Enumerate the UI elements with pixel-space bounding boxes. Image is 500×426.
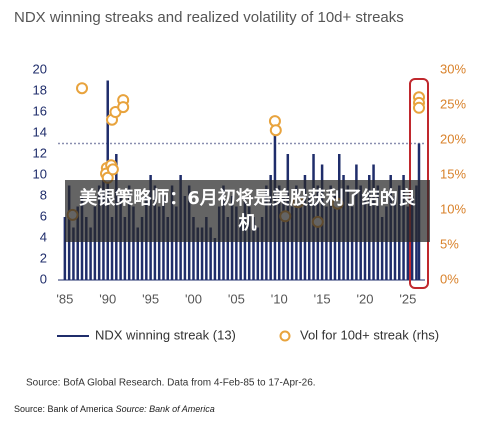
footer-source-italic: Source: Bank of America — [115, 404, 215, 414]
legend-label: NDX winning streak (13) — [95, 327, 236, 342]
y-tick-label: 14 — [33, 124, 47, 139]
x-tick-label: '05 — [228, 291, 245, 306]
y-tick-label: 4 — [40, 229, 47, 244]
y-tick-label: 12 — [33, 145, 47, 160]
legend-label: Vol for 10d+ streak (rhs) — [300, 327, 439, 342]
x-tick-label: '20 — [357, 291, 374, 306]
y-tick-label: 10 — [33, 166, 47, 181]
y-tick-label: 0 — [40, 271, 47, 286]
footer-source: Source: Bank of America — [14, 404, 114, 414]
source: Source: BofA Global Research. Data from … — [26, 378, 316, 389]
x-tick-label: '90 — [99, 291, 116, 306]
y2-tick-label: 10% — [440, 201, 466, 216]
overlay-band: 美银策略师：6月初将是美股获利了结的良机 — [65, 180, 430, 242]
y-tick-label: 6 — [40, 208, 47, 223]
legend-marker — [279, 330, 291, 342]
vol-point — [106, 163, 119, 176]
x-tick-label: '15 — [314, 291, 331, 306]
y-tick-label: 18 — [33, 82, 47, 97]
y-tick-label: 8 — [40, 187, 47, 202]
y2-tick-label: 15% — [440, 166, 466, 181]
y2-tick-label: 20% — [440, 131, 466, 146]
y2-tick-label: 25% — [440, 96, 466, 111]
y2-tick-label: 0% — [440, 271, 459, 286]
x-tick-label: '00 — [185, 291, 202, 306]
x-tick-label: '95 — [142, 291, 159, 306]
x-tick-label: '10 — [271, 291, 288, 306]
vol-point — [412, 101, 425, 114]
vol-point — [117, 101, 130, 114]
y-tick-label: 2 — [40, 250, 47, 265]
y2-tick-label: 5% — [440, 236, 459, 251]
footer: Source: Bank of America Source: Bank of … — [14, 404, 215, 414]
y-tick-label: 16 — [33, 103, 47, 118]
x-tick-label: '85 — [56, 291, 73, 306]
y2-tick-label: 30% — [440, 61, 466, 76]
chart-title: NDX winning streaks and realized volatil… — [14, 9, 404, 26]
x-tick-label: '25 — [399, 291, 416, 306]
vol-point — [269, 124, 282, 137]
overlay-text: 美银策略师：6月初将是美股获利了结的良机 — [79, 188, 416, 234]
y-tick-label: 20 — [33, 61, 47, 76]
vol-point — [76, 82, 89, 95]
